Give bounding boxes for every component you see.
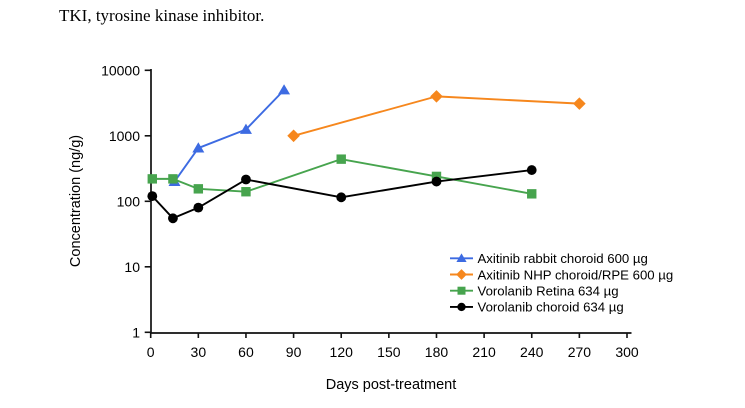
diamond-marker [430, 90, 443, 103]
y-axis-title: Concentration (ng/g) [68, 135, 84, 267]
circle-marker [336, 192, 347, 203]
x-tick-label: 150 [377, 344, 401, 360]
legend-circle-icon [457, 302, 466, 312]
legend-item: Axitinib rabbit choroid 600 µg [450, 251, 648, 266]
x-tick-label: 30 [191, 344, 207, 360]
square-marker [527, 189, 537, 199]
x-tick-label: 300 [615, 344, 639, 360]
circle-marker [241, 174, 251, 185]
x-tick-label: 210 [472, 344, 496, 360]
y-tick-label: 10000 [101, 62, 140, 78]
series-1 [287, 90, 586, 143]
y-tick-label: 10 [124, 259, 140, 275]
y-tick-label: 1000 [109, 128, 140, 144]
square-marker [241, 187, 251, 197]
legend-item: Axitinib NHP choroid/RPE 600 µg [450, 267, 673, 282]
square-marker [193, 184, 204, 194]
circle-marker [193, 202, 204, 213]
x-tick-label: 60 [238, 344, 254, 360]
circle-marker [431, 176, 442, 187]
circle-marker [147, 191, 158, 202]
y-tick-label: 1 [132, 324, 140, 340]
square-marker [336, 154, 346, 164]
legend-label: Vorolanib Retina 634 µg [478, 284, 619, 299]
x-tick-label: 90 [286, 344, 302, 360]
series-2 [147, 154, 537, 199]
square-marker [147, 174, 157, 184]
series-line [173, 89, 286, 183]
legend-label: Vorolanib choroid 634 µg [478, 300, 624, 315]
x-tick-label: 0 [147, 344, 155, 360]
y-axis-ticks: 1 10 100 1000 10000 [101, 62, 151, 340]
legend-item: Vorolanib choroid 634 µg [450, 300, 624, 315]
circle-marker [526, 165, 537, 175]
x-tick-label: 240 [520, 344, 544, 360]
x-axis-title: Days post-treatment [326, 377, 457, 393]
square-marker [431, 171, 442, 182]
diamond-marker [287, 129, 300, 143]
legend-diamond-icon [456, 269, 467, 280]
series-0 [168, 84, 291, 186]
triangle-marker [239, 123, 252, 134]
legend-item: Vorolanib Retina 634 µg [450, 284, 619, 299]
series-3 [147, 165, 537, 224]
legend-label: Axitinib rabbit choroid 600 µg [478, 251, 648, 266]
square-marker [168, 174, 178, 184]
x-tick-label: 120 [330, 344, 354, 360]
x-axis-ticks: 0 30 60 90 120 150 180 210 240 270 300 [147, 333, 639, 360]
legend-square-icon [457, 286, 466, 295]
circle-marker [168, 213, 178, 224]
figure-caption: TKI, tyrosine kinase inhibitor. [59, 6, 265, 25]
legend-label: Axitinib NHP choroid/RPE 600 µg [478, 267, 674, 282]
y-tick-label: 100 [117, 193, 141, 209]
triangle-marker [278, 84, 291, 95]
triangle-marker [192, 142, 205, 153]
x-tick-label: 270 [568, 344, 592, 360]
legend-triangle-icon [456, 253, 467, 263]
diamond-marker [573, 97, 586, 110]
x-tick-label: 180 [425, 344, 449, 360]
